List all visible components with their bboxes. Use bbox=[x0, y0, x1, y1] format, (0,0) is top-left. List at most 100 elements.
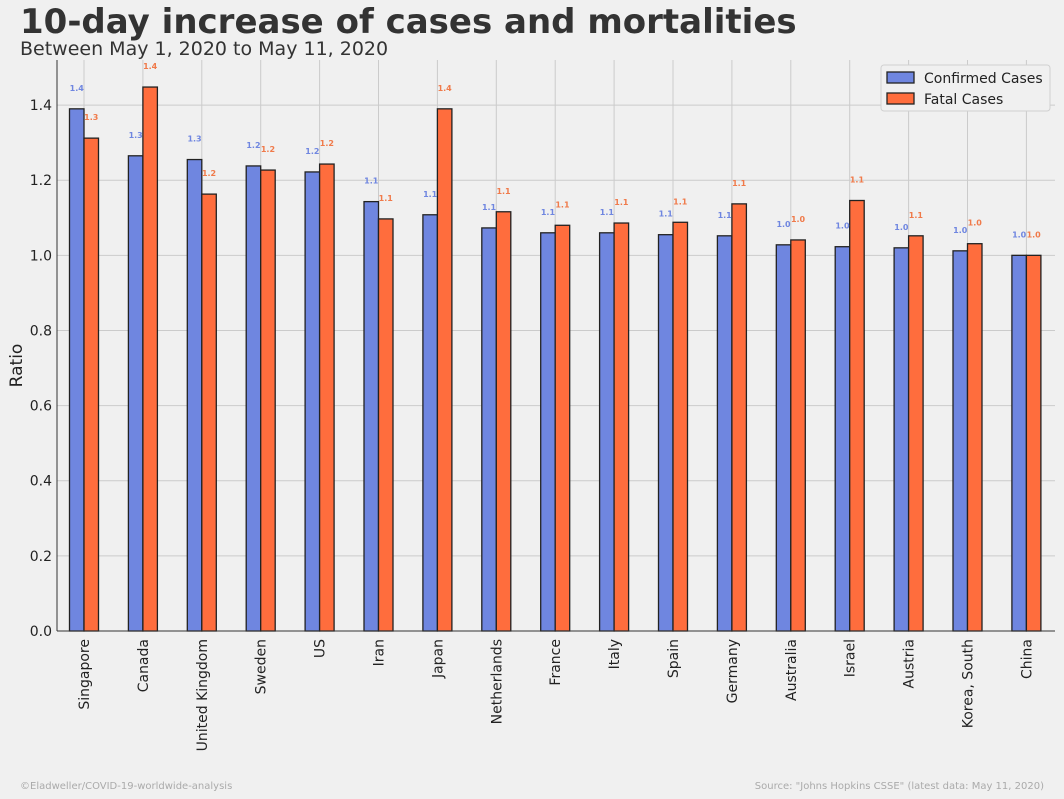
fatal-bar bbox=[849, 199, 865, 632]
confirmed-data-label: 1.1 bbox=[423, 190, 438, 199]
y-tick-label: 1.4 bbox=[30, 98, 52, 114]
confirmed-bar bbox=[598, 232, 615, 632]
fatal-data-label: 1.1 bbox=[614, 198, 629, 207]
fatal-bar bbox=[260, 169, 276, 632]
fatal-data-label: 1.1 bbox=[496, 187, 511, 196]
fatal-bar bbox=[731, 203, 748, 632]
x-tick-label: Netherlands bbox=[489, 639, 505, 724]
fatal-data-label: 1.1 bbox=[379, 194, 394, 203]
confirmed-data-label: 1.1 bbox=[364, 177, 379, 186]
confirmed-bar bbox=[304, 171, 321, 632]
x-tick-label: Australia bbox=[784, 639, 800, 701]
confirmed-data-label: 1.0 bbox=[953, 226, 968, 235]
confirmed-bar bbox=[1011, 254, 1028, 632]
legend: Confirmed Cases Fatal Cases bbox=[880, 64, 1051, 112]
fatal-data-label: 1.4 bbox=[143, 62, 158, 71]
fatal-data-label: 1.2 bbox=[261, 145, 275, 154]
y-tick-label: 0.8 bbox=[30, 323, 52, 339]
confirmed-bar bbox=[716, 235, 733, 632]
chart-subtitle: Between May 1, 2020 to May 11, 2020 bbox=[20, 38, 389, 60]
y-tick-label: 0.4 bbox=[30, 474, 52, 490]
fatal-data-label: 1.1 bbox=[732, 179, 747, 188]
x-tick-label: Canada bbox=[136, 639, 152, 692]
confirmed-data-label: 1.0 bbox=[835, 222, 850, 231]
x-tick-label: China bbox=[1019, 639, 1035, 679]
fatal-bar bbox=[142, 86, 159, 632]
fatal-data-label: 1.0 bbox=[1027, 230, 1042, 239]
confirmed-bar bbox=[775, 244, 792, 632]
confirmed-data-label: 1.0 bbox=[776, 220, 791, 229]
bars bbox=[68, 86, 1042, 632]
y-axis-label: Ratio bbox=[7, 344, 27, 388]
fatal-bar bbox=[83, 137, 100, 632]
confirmed-bar bbox=[363, 200, 380, 632]
footer-source: Source: "Johns Hopkins CSSE" (latest dat… bbox=[754, 781, 1044, 792]
fatal-bar bbox=[318, 163, 335, 632]
x-tick-label: United Kingdom bbox=[195, 639, 211, 751]
confirmed-data-label: 1.1 bbox=[659, 210, 674, 219]
confirmed-bar bbox=[127, 155, 144, 632]
fatal-data-label: 1.3 bbox=[84, 113, 98, 122]
legend-swatch-confirmed bbox=[886, 71, 915, 84]
confirmed-bar bbox=[422, 214, 439, 632]
fatal-bar bbox=[1025, 254, 1042, 632]
confirmed-bar bbox=[952, 250, 969, 632]
confirmed-data-label: 1.1 bbox=[482, 203, 497, 212]
fatal-data-label: 1.1 bbox=[909, 211, 924, 220]
fatal-data-label: 1.0 bbox=[791, 215, 806, 224]
x-tick-label: US bbox=[313, 639, 329, 658]
fatal-data-label: 1.4 bbox=[438, 84, 453, 93]
fatal-bar bbox=[377, 218, 394, 632]
y-tick-label: 1.0 bbox=[30, 248, 52, 264]
confirmed-data-label: 1.2 bbox=[305, 147, 319, 156]
y-tick-label: 0.0 bbox=[30, 624, 52, 640]
y-tick-label: 0.2 bbox=[30, 549, 52, 565]
x-tick-label: Iran bbox=[372, 639, 388, 666]
fatal-bar bbox=[907, 235, 924, 632]
fatal-data-label: 1.1 bbox=[555, 200, 570, 209]
fatal-data-label: 1.1 bbox=[673, 197, 688, 206]
legend-label-confirmed: Confirmed Cases bbox=[924, 71, 1043, 87]
fatal-bar bbox=[790, 239, 806, 632]
confirmed-bar bbox=[540, 232, 556, 632]
axes: 0.0 0.2 0.4 0.6 0.8 1.0 1.2 1.4 Singapore Canada U… bbox=[7, 60, 1055, 751]
fatal-bar bbox=[554, 224, 571, 632]
confirmed-bar bbox=[657, 234, 674, 632]
legend-box bbox=[880, 64, 1051, 112]
y-tick-label: 0.6 bbox=[30, 399, 52, 415]
x-tick-label: Austria bbox=[902, 639, 918, 688]
x-tick-label: France bbox=[548, 639, 564, 686]
fatal-bar bbox=[436, 108, 453, 632]
x-tick-label: Germany bbox=[725, 639, 741, 703]
fatal-bar bbox=[966, 243, 983, 632]
confirmed-data-label: 1.3 bbox=[187, 135, 201, 144]
y-tick-label: 1.2 bbox=[30, 173, 52, 189]
legend-label-fatal: Fatal Cases bbox=[924, 92, 1003, 108]
confirmed-bar bbox=[245, 165, 262, 632]
chart-title: 10-day increase of cases and mortalities bbox=[20, 2, 797, 42]
fatal-data-label: 1.0 bbox=[968, 219, 983, 228]
confirmed-data-label: 1.1 bbox=[541, 208, 556, 217]
confirmed-bar bbox=[893, 247, 910, 632]
footer-credit: ©Eladweller/COVID-19-worldwide-analysis bbox=[20, 781, 233, 792]
confirmed-bar bbox=[186, 158, 203, 632]
x-tick-label: Japan bbox=[430, 639, 446, 679]
legend-swatch-fatal bbox=[886, 92, 915, 105]
x-tick-label: Italy bbox=[607, 639, 623, 669]
confirmed-bar bbox=[834, 246, 851, 632]
fatal-bar bbox=[201, 193, 217, 632]
x-tick-label: Singapore bbox=[77, 639, 93, 710]
confirmed-data-label: 1.0 bbox=[894, 223, 909, 232]
fatal-bar bbox=[495, 211, 512, 632]
confirmed-data-label: 1.2 bbox=[246, 141, 260, 150]
confirmed-data-label: 1.4 bbox=[70, 84, 85, 93]
x-tick-label: Sweden bbox=[254, 639, 270, 694]
confirmed-data-label: 1.0 bbox=[1012, 230, 1027, 239]
fatal-data-label: 1.2 bbox=[202, 169, 216, 178]
confirmed-data-label: 1.1 bbox=[718, 211, 733, 220]
confirmed-data-label: 1.1 bbox=[600, 208, 615, 217]
confirmed-bar bbox=[68, 108, 85, 632]
fatal-bar bbox=[672, 221, 689, 632]
x-tick-label: Israel bbox=[843, 639, 859, 677]
